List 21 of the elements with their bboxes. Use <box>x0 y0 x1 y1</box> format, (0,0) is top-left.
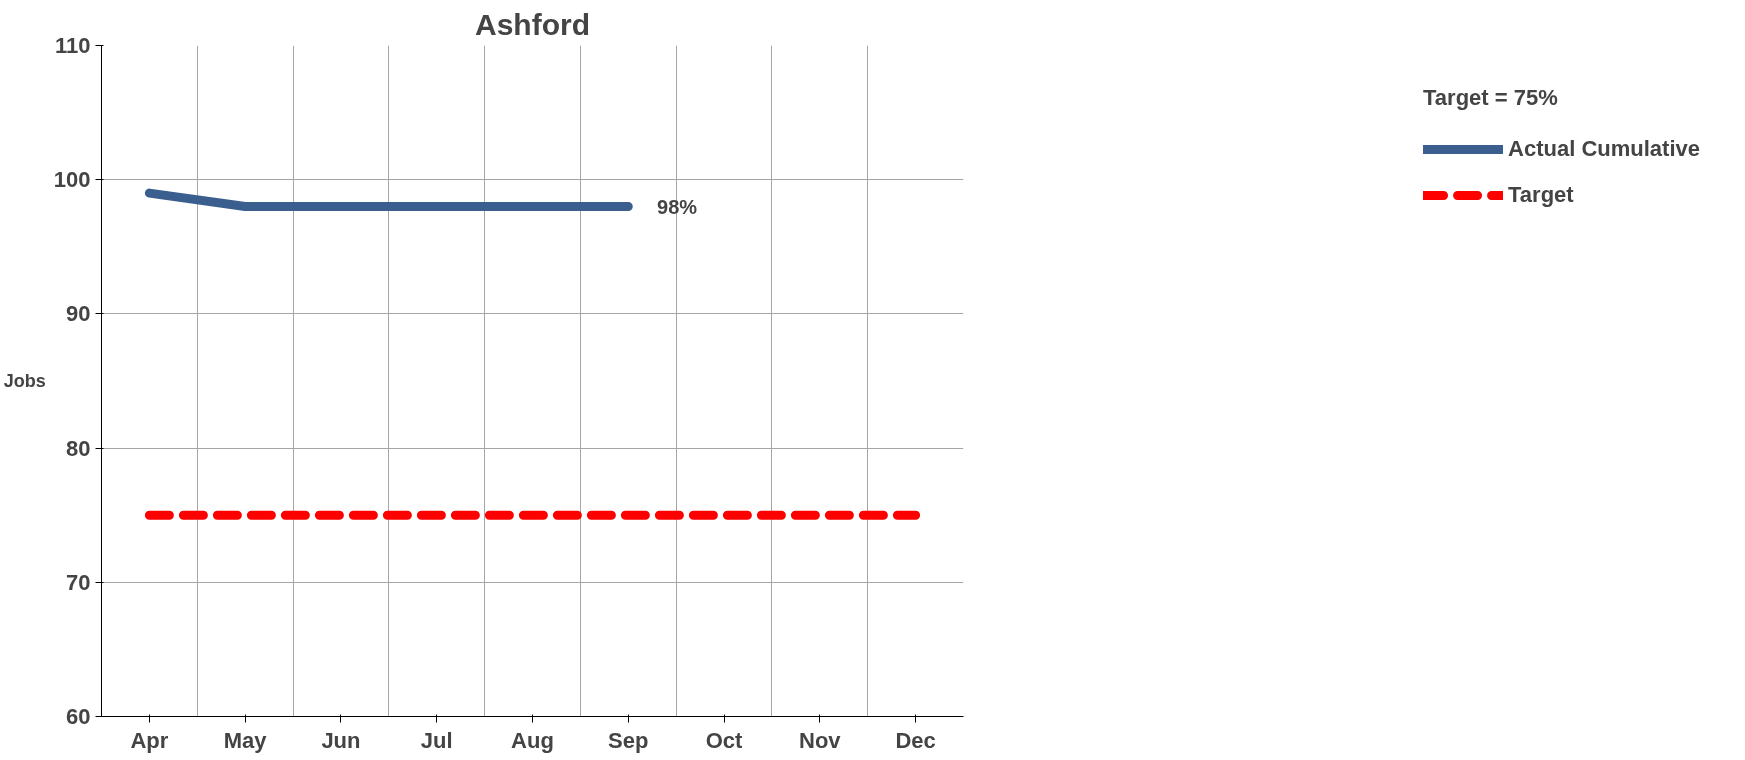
x-tick-label: Dec <box>895 727 936 753</box>
x-tick-label: Oct <box>705 727 744 753</box>
chart-title: Ashford <box>475 7 590 41</box>
y-tick-label: 60 <box>66 704 91 729</box>
x-tick-label: Nov <box>799 727 842 753</box>
x-tick-label: Jun <box>321 727 361 753</box>
x-tick-label: Jul <box>420 727 453 753</box>
x-tick-label: Apr <box>130 727 169 753</box>
legend-label: Actual Cumulative <box>1508 136 1700 162</box>
y-axis-title: Jobs <box>3 371 46 391</box>
x-tick-label: Aug <box>511 727 554 753</box>
legend-title: Target = 75% <box>1423 85 1559 111</box>
legend-label: Target <box>1508 182 1574 208</box>
y-tick-label: 90 <box>66 301 91 327</box>
y-tick-label: 100 <box>53 167 91 193</box>
y-tick-label: 80 <box>66 435 91 461</box>
annotation: 98% <box>657 195 698 218</box>
x-tick-label: May <box>223 727 268 753</box>
y-tick-label: 70 <box>66 569 91 595</box>
x-tick-label: Sep <box>608 727 649 753</box>
y-tick-label: 110 <box>55 33 91 58</box>
